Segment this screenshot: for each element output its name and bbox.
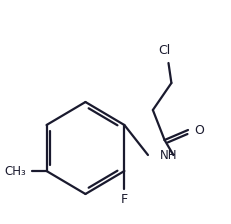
Text: NH: NH (160, 149, 177, 162)
Text: F: F (121, 193, 128, 206)
Text: CH₃: CH₃ (4, 164, 26, 177)
Text: O: O (194, 123, 204, 136)
Text: Cl: Cl (158, 44, 171, 57)
